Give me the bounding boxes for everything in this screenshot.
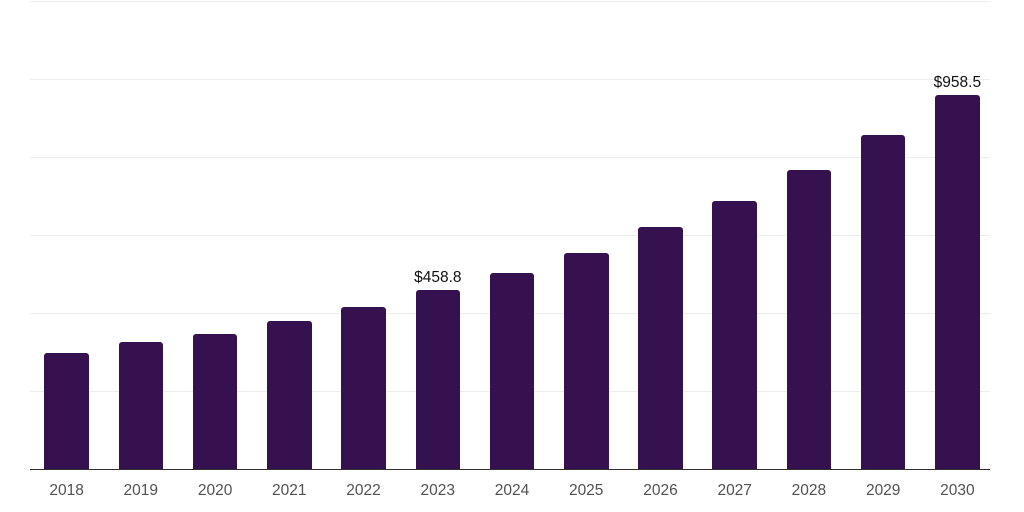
- bar-2027[interactable]: [712, 201, 757, 470]
- x-tick-label-2030: 2030: [940, 482, 975, 499]
- bar-2025[interactable]: [564, 252, 609, 470]
- bar-value-label-2030: $958.5: [933, 73, 982, 91]
- bar-2019[interactable]: [118, 341, 164, 470]
- x-tick-label-2026: 2026: [643, 482, 678, 499]
- bar-2021[interactable]: [267, 321, 312, 470]
- gridline-1200: [30, 0, 990, 2]
- gridline-800: [30, 156, 990, 158]
- x-tick-label-2028: 2028: [791, 482, 827, 499]
- x-tick-label-2020: 2020: [197, 482, 233, 499]
- bar-2024[interactable]: [489, 273, 535, 470]
- x-tick-label-2019: 2019: [123, 482, 159, 499]
- gridline-600: [30, 235, 990, 236]
- bar-2028[interactable]: [786, 170, 832, 470]
- x-tick-label-2021: 2021: [272, 482, 307, 499]
- bar-2023[interactable]: [415, 290, 460, 470]
- bar-2030[interactable]: [935, 94, 980, 470]
- x-tick-label-2029: 2029: [865, 482, 901, 499]
- bar-2022[interactable]: [341, 307, 386, 470]
- bar-2018[interactable]: [44, 352, 89, 470]
- gridline-1000: [30, 78, 990, 80]
- bar-2029[interactable]: [860, 134, 906, 470]
- x-tick-label-2023: 2023: [420, 482, 456, 499]
- bar-value-label-2023: $458.8: [414, 269, 462, 287]
- x-tick-label-2024: 2024: [494, 482, 530, 499]
- x-tick-label-2022: 2022: [346, 482, 381, 499]
- x-axis-line: [30, 468, 990, 471]
- x-tick-label-2027: 2027: [717, 482, 752, 499]
- x-tick-label-2025: 2025: [568, 482, 604, 499]
- x-tick-label-2018: 2018: [49, 482, 84, 499]
- bar-2026[interactable]: [638, 227, 683, 470]
- bar-2020[interactable]: [192, 333, 238, 470]
